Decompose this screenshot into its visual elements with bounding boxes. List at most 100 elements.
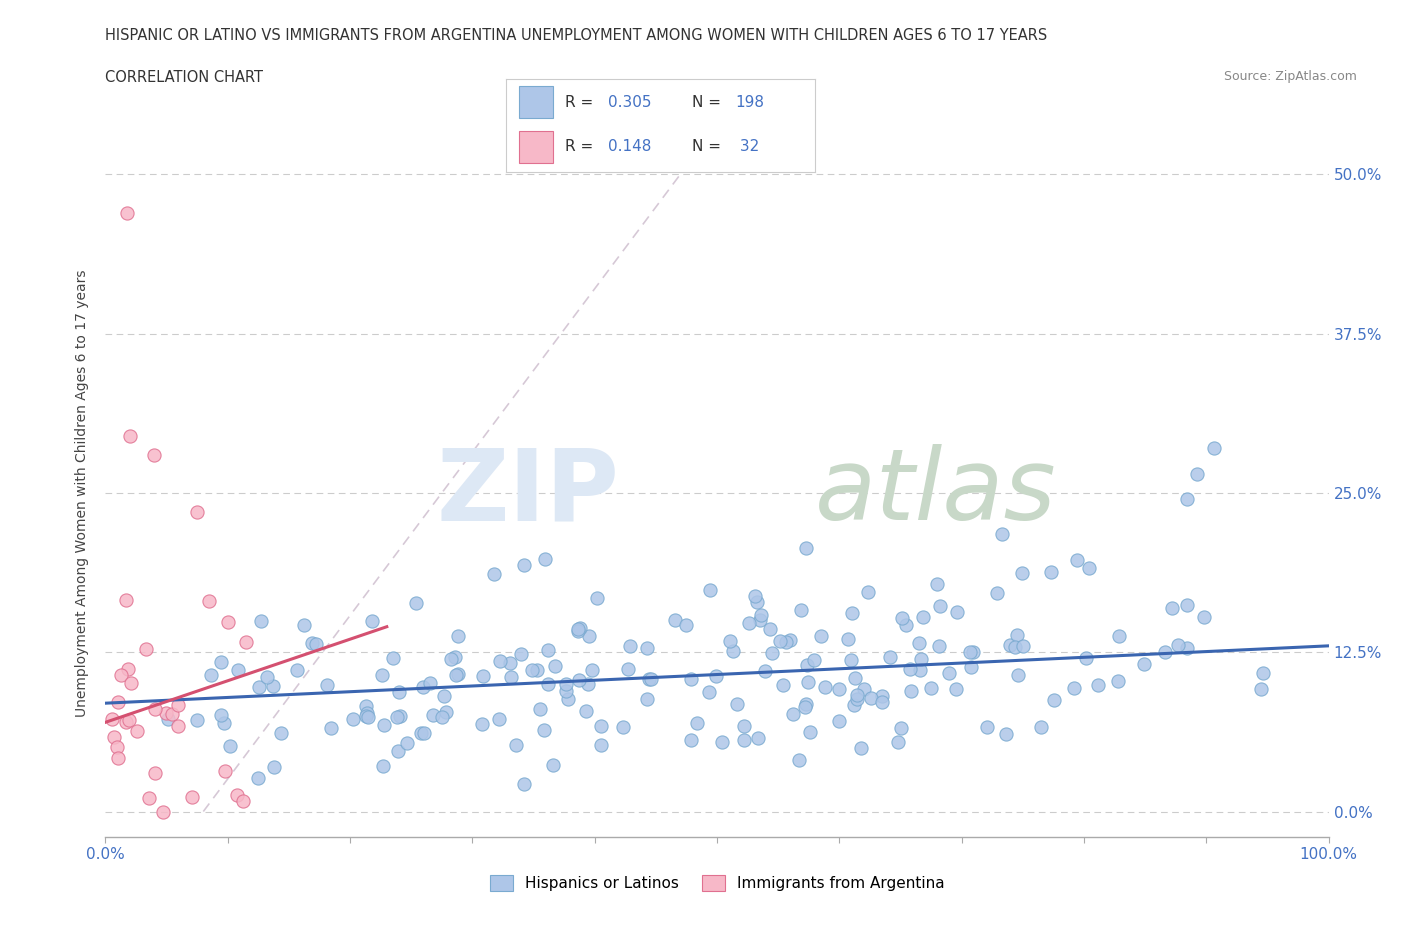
Point <box>568 620 591 635</box>
Point <box>160 707 183 722</box>
Point <box>138 790 160 805</box>
Point <box>962 644 984 659</box>
Point <box>1202 441 1225 456</box>
Point <box>447 667 470 682</box>
Point <box>779 633 801 648</box>
Point <box>1004 639 1026 654</box>
Point <box>321 721 343 736</box>
Point <box>1153 644 1175 659</box>
Text: N =: N = <box>692 95 721 110</box>
Point <box>489 654 512 669</box>
Point <box>920 680 942 695</box>
Point <box>513 777 536 791</box>
Point <box>526 662 548 677</box>
Point <box>235 634 257 649</box>
Point <box>900 684 922 698</box>
Point <box>844 671 866 685</box>
Point <box>681 733 703 748</box>
Point <box>799 724 821 739</box>
Point <box>928 599 950 614</box>
Point <box>617 661 640 676</box>
Point <box>699 582 721 597</box>
Point <box>686 715 709 730</box>
Point <box>912 610 935 625</box>
Point <box>200 668 222 683</box>
Point <box>541 758 564 773</box>
Point <box>796 658 818 672</box>
Point <box>567 622 589 637</box>
Point <box>959 644 981 659</box>
Point <box>928 638 950 653</box>
Y-axis label: Unemployment Among Women with Children Ages 6 to 17 years: Unemployment Among Women with Children A… <box>76 269 90 717</box>
Point <box>910 652 932 667</box>
Point <box>994 727 1017 742</box>
Point <box>217 615 239 630</box>
Point <box>803 653 825 668</box>
Point <box>209 655 232 670</box>
Point <box>591 719 613 734</box>
Point <box>533 723 555 737</box>
Point <box>167 698 190 713</box>
Point <box>247 679 270 694</box>
Point <box>1108 629 1130 644</box>
Point <box>578 629 600 644</box>
FancyBboxPatch shape <box>519 86 553 118</box>
Point <box>509 646 531 661</box>
Point <box>389 709 412 724</box>
Point <box>718 633 741 648</box>
Point <box>991 526 1014 541</box>
Point <box>841 605 863 620</box>
Point <box>186 712 208 727</box>
Point <box>433 688 456 703</box>
Point <box>761 645 783 660</box>
Point <box>794 540 817 555</box>
Point <box>1177 641 1199 656</box>
Point <box>110 668 132 683</box>
Point <box>422 707 444 722</box>
Point <box>1063 681 1085 696</box>
Point <box>197 593 219 608</box>
Point <box>711 735 734 750</box>
Point <box>529 701 551 716</box>
Point <box>432 710 454 724</box>
Point <box>640 671 662 686</box>
Point <box>1087 677 1109 692</box>
Point <box>1107 673 1129 688</box>
Point <box>852 682 875 697</box>
Point <box>849 741 872 756</box>
Text: 0.305: 0.305 <box>609 95 652 110</box>
Point <box>636 640 658 655</box>
Point <box>285 663 308 678</box>
Point <box>135 642 157 657</box>
Point <box>115 715 138 730</box>
Point <box>209 708 232 723</box>
Point <box>228 662 250 677</box>
Point <box>1005 628 1028 643</box>
Point <box>744 589 766 604</box>
Point <box>1175 492 1198 507</box>
Text: R =: R = <box>565 95 593 110</box>
Point <box>745 595 768 610</box>
Point <box>544 658 567 673</box>
Point <box>1175 598 1198 613</box>
Point <box>357 710 380 724</box>
Point <box>412 680 434 695</box>
Point <box>396 736 419 751</box>
Point <box>782 707 804 722</box>
Point <box>214 715 236 730</box>
Point <box>471 669 494 684</box>
Point <box>636 692 658 707</box>
Point <box>120 676 142 691</box>
Point <box>898 661 921 676</box>
Point <box>1161 600 1184 615</box>
Point <box>697 684 720 699</box>
Point <box>749 613 772 628</box>
Text: 198: 198 <box>735 95 763 110</box>
Text: CORRELATION CHART: CORRELATION CHART <box>105 70 263 85</box>
Point <box>946 604 969 619</box>
Point <box>387 744 409 759</box>
Point <box>837 631 859 646</box>
Point <box>576 677 599 692</box>
Point <box>471 717 494 732</box>
Point <box>186 505 208 520</box>
